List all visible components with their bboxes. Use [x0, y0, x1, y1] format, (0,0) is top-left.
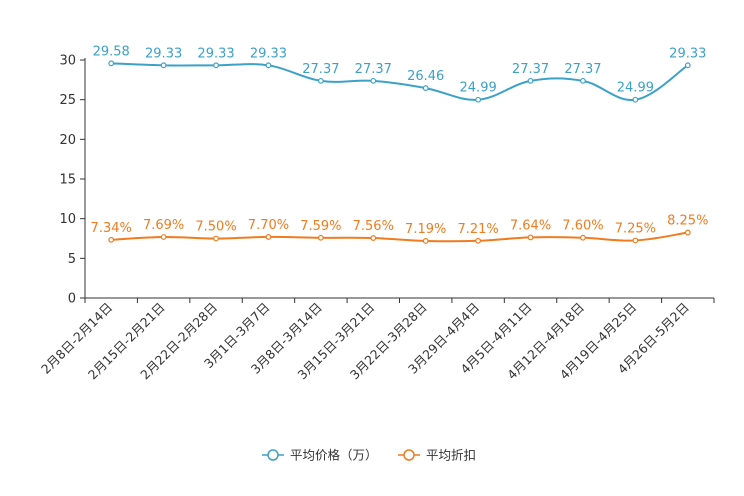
data-point[interactable] [213, 62, 219, 69]
data-label: 27.37 [355, 62, 392, 77]
data-label: 27.37 [564, 62, 601, 77]
legend-label: 平均折扣 [426, 448, 476, 463]
data-label: 7.64% [510, 218, 551, 233]
data-label: 27.37 [512, 62, 549, 77]
data-label: 7.19% [405, 222, 446, 237]
y-tick-label: 10 [59, 212, 76, 227]
x-axis: 2月8日-2月14日2月15日-2月21日2月22日-2月28日3月1日-3月7… [38, 297, 715, 382]
data-point[interactable] [632, 237, 639, 244]
data-label: 8.25% [667, 214, 708, 229]
data-label: 29.33 [145, 46, 182, 61]
data-point[interactable] [265, 62, 272, 69]
series-line-2 [111, 231, 688, 243]
data-point[interactable] [422, 238, 429, 244]
data-label: 24.99 [460, 81, 497, 96]
data-label: 7.56% [353, 219, 394, 234]
data-point[interactable] [160, 62, 167, 69]
data-label: 7.70% [248, 218, 289, 233]
data-point[interactable] [265, 234, 272, 240]
legend[interactable]: 平均价格（万） 平均折扣 [262, 448, 476, 463]
data-label: 29.33 [197, 46, 234, 61]
data-point[interactable] [317, 77, 324, 84]
y-axis: 0 5 10 15 20 25 30 [59, 54, 86, 307]
data-point[interactable] [475, 96, 482, 103]
data-label: 7.59% [300, 219, 341, 234]
y-tick-label: 30 [59, 54, 76, 69]
data-label: 7.25% [615, 221, 656, 236]
data-point[interactable] [580, 234, 586, 241]
legend-label: 平均价格（万） [290, 448, 378, 463]
data-point[interactable] [527, 77, 534, 84]
legend-marker [267, 449, 279, 461]
data-label: 27.37 [302, 62, 339, 77]
data-point[interactable] [527, 234, 534, 241]
data-label: 7.21% [457, 222, 498, 237]
series-layer [108, 60, 691, 244]
data-point[interactable] [422, 85, 429, 91]
data-point[interactable] [632, 96, 639, 103]
series-line-1 [111, 62, 689, 101]
data-label: 29.33 [669, 46, 706, 61]
data-point[interactable] [160, 234, 167, 240]
data-label: 7.69% [143, 218, 184, 233]
data-point[interactable] [580, 77, 586, 84]
data-label: 29.33 [250, 46, 287, 61]
data-point[interactable] [108, 236, 115, 243]
data-point[interactable] [684, 62, 691, 69]
y-tick-label: 20 [59, 133, 76, 148]
legend-marker [403, 449, 415, 461]
data-point[interactable] [684, 229, 691, 236]
data-labels: 29.58 29.33 29.33 29.33 27.37 27.37 26.46 24.99… [91, 44, 709, 237]
data-label: 7.34% [91, 221, 132, 236]
data-label: 7.60% [562, 219, 603, 234]
data-point[interactable] [475, 237, 482, 244]
y-tick-label: 25 [59, 93, 76, 108]
y-tick-label: 15 [59, 173, 76, 188]
data-point[interactable] [213, 235, 219, 242]
data-point[interactable] [317, 234, 324, 241]
data-label: 7.50% [195, 220, 236, 235]
data-label: 26.46 [407, 69, 444, 84]
data-point[interactable] [108, 60, 115, 67]
data-point[interactable] [370, 235, 377, 241]
data-label: 29.58 [93, 44, 130, 59]
y-tick-label: 0 [68, 292, 76, 307]
y-tick-label: 5 [68, 252, 76, 267]
data-label: 24.99 [617, 81, 654, 96]
data-point[interactable] [370, 77, 377, 84]
legend-item-2[interactable]: 平均折扣 [398, 448, 476, 463]
legend-item-1[interactable]: 平均价格（万） [262, 448, 378, 463]
